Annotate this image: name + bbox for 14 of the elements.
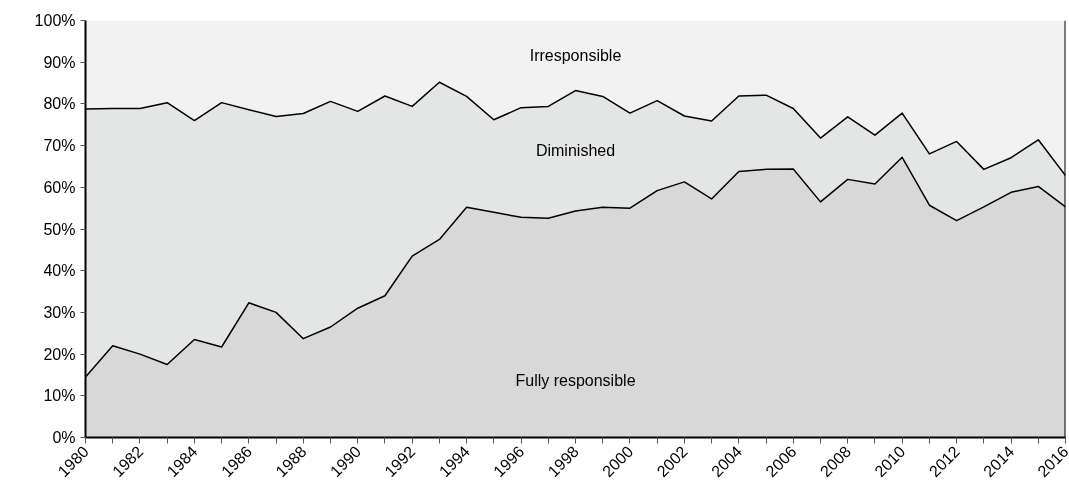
- y-tick-label: 10%: [43, 387, 76, 405]
- y-tick-label: 60%: [43, 178, 76, 196]
- y-tick-label: 100%: [34, 12, 76, 29]
- y-tick-label: 30%: [43, 303, 76, 321]
- y-tick-label: 70%: [43, 137, 76, 155]
- y-tick-label: 40%: [43, 262, 76, 280]
- y-tick-label: 80%: [43, 95, 76, 113]
- series-label: Diminished: [535, 142, 616, 160]
- series-label: Fully responsible: [515, 372, 636, 390]
- y-tick-label: 50%: [43, 220, 76, 238]
- y-tick-label: 90%: [43, 53, 76, 71]
- series-label: Irresponsible: [529, 47, 622, 65]
- y-tick-label: 0%: [52, 429, 76, 446]
- y-tick-label: 20%: [43, 345, 76, 363]
